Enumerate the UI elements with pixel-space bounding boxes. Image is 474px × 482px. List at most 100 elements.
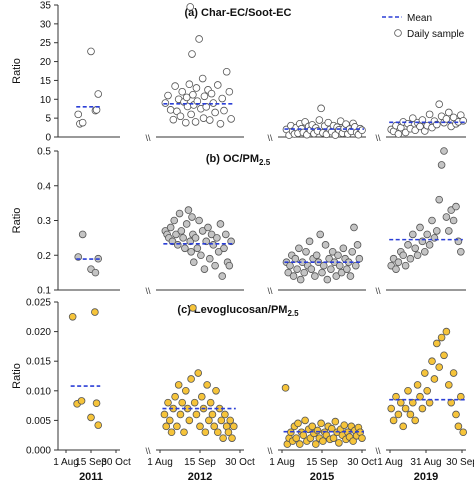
data-point	[208, 410, 217, 419]
data-point	[210, 422, 219, 431]
data-point	[440, 351, 448, 360]
data-point	[331, 417, 340, 426]
data-point	[442, 115, 451, 123]
data-point	[182, 220, 191, 228]
y-tick-label: 0.5	[37, 147, 51, 158]
data-point	[227, 115, 235, 123]
panel-title: (b) OC/PM2.5	[206, 153, 271, 167]
data-point	[91, 308, 99, 316]
data-point	[311, 440, 320, 448]
data-point	[211, 261, 219, 270]
data-point	[308, 422, 317, 431]
data-point	[420, 369, 429, 377]
data-point	[200, 265, 209, 273]
data-point	[323, 275, 332, 284]
data-point	[94, 90, 103, 98]
data-point	[444, 108, 453, 117]
data-point	[225, 261, 234, 270]
data-point	[456, 247, 465, 256]
data-point	[171, 392, 179, 401]
data-point	[348, 247, 357, 256]
data-point	[204, 223, 212, 232]
data-point	[200, 92, 209, 101]
data-point	[413, 381, 422, 389]
data-point	[394, 410, 403, 419]
data-point	[428, 357, 436, 366]
data-point	[325, 254, 333, 263]
data-point	[220, 106, 228, 115]
data-point	[301, 416, 309, 425]
data-point	[176, 112, 185, 121]
data-point	[404, 386, 412, 395]
data-point	[169, 115, 178, 124]
y-tick-label: 0	[45, 133, 51, 144]
data-point	[411, 416, 420, 425]
axis-break-mark: \\	[375, 286, 381, 296]
data-point	[160, 410, 169, 419]
panel-title-subscript: 2.5	[287, 309, 299, 318]
data-point	[437, 161, 446, 169]
data-point	[164, 91, 172, 100]
data-point	[213, 81, 222, 89]
year-label: 2015	[310, 471, 334, 482]
x-tick-label: 1 Aug	[147, 457, 173, 468]
data-point	[193, 244, 202, 253]
data-point	[91, 268, 100, 277]
y-tick-label: 0.3	[37, 216, 51, 227]
data-point	[207, 89, 216, 98]
data-point	[218, 272, 227, 280]
data-point	[211, 108, 219, 117]
y-axis-label: Ratio	[11, 208, 23, 234]
y-tick-label: 0.2	[37, 251, 51, 262]
data-point	[197, 251, 205, 260]
data-point	[444, 381, 453, 389]
data-point	[185, 80, 194, 88]
data-point	[74, 110, 83, 119]
data-point	[353, 241, 362, 249]
data-point	[327, 265, 335, 273]
data-point	[435, 100, 444, 108]
data-point	[219, 434, 227, 442]
data-point	[406, 410, 415, 419]
data-point	[188, 213, 196, 221]
data-point	[339, 244, 348, 253]
data-point	[294, 419, 302, 428]
data-point	[175, 209, 184, 218]
data-point	[166, 223, 175, 232]
data-point	[171, 82, 179, 90]
panel-title-main: (a) Char-EC/Soot-EC	[185, 7, 292, 19]
data-point	[300, 268, 309, 277]
data-point	[404, 241, 412, 249]
data-point	[187, 247, 195, 256]
x-tick-label: 1 Aug	[53, 457, 79, 468]
data-point	[440, 147, 448, 155]
data-point	[78, 230, 87, 239]
data-point	[181, 386, 190, 395]
y-tick-label: 0.000	[26, 446, 51, 457]
data-point	[413, 251, 422, 260]
data-point	[408, 114, 417, 122]
series-2011	[68, 308, 103, 429]
data-point	[394, 258, 403, 267]
series-2019	[387, 100, 468, 138]
data-point	[335, 439, 343, 447]
data-point	[331, 131, 340, 139]
x-tick-label: 30 Oct	[225, 457, 255, 468]
legend-mean-label: Mean	[407, 13, 432, 24]
data-point	[334, 251, 342, 260]
data-point	[195, 216, 203, 225]
data-point	[389, 416, 398, 425]
axis-break-mark: \\	[145, 286, 151, 296]
panel-title-main: (b) OC/PM	[206, 153, 259, 165]
data-point	[174, 381, 183, 389]
data-point	[449, 369, 458, 377]
data-point	[177, 227, 186, 235]
data-point	[425, 110, 434, 119]
data-point	[408, 230, 417, 239]
axis-break-mark: \\	[375, 133, 381, 143]
y-tick-label: 20	[40, 57, 52, 68]
data-point	[316, 230, 325, 239]
data-point	[428, 216, 436, 225]
data-point	[291, 254, 300, 263]
